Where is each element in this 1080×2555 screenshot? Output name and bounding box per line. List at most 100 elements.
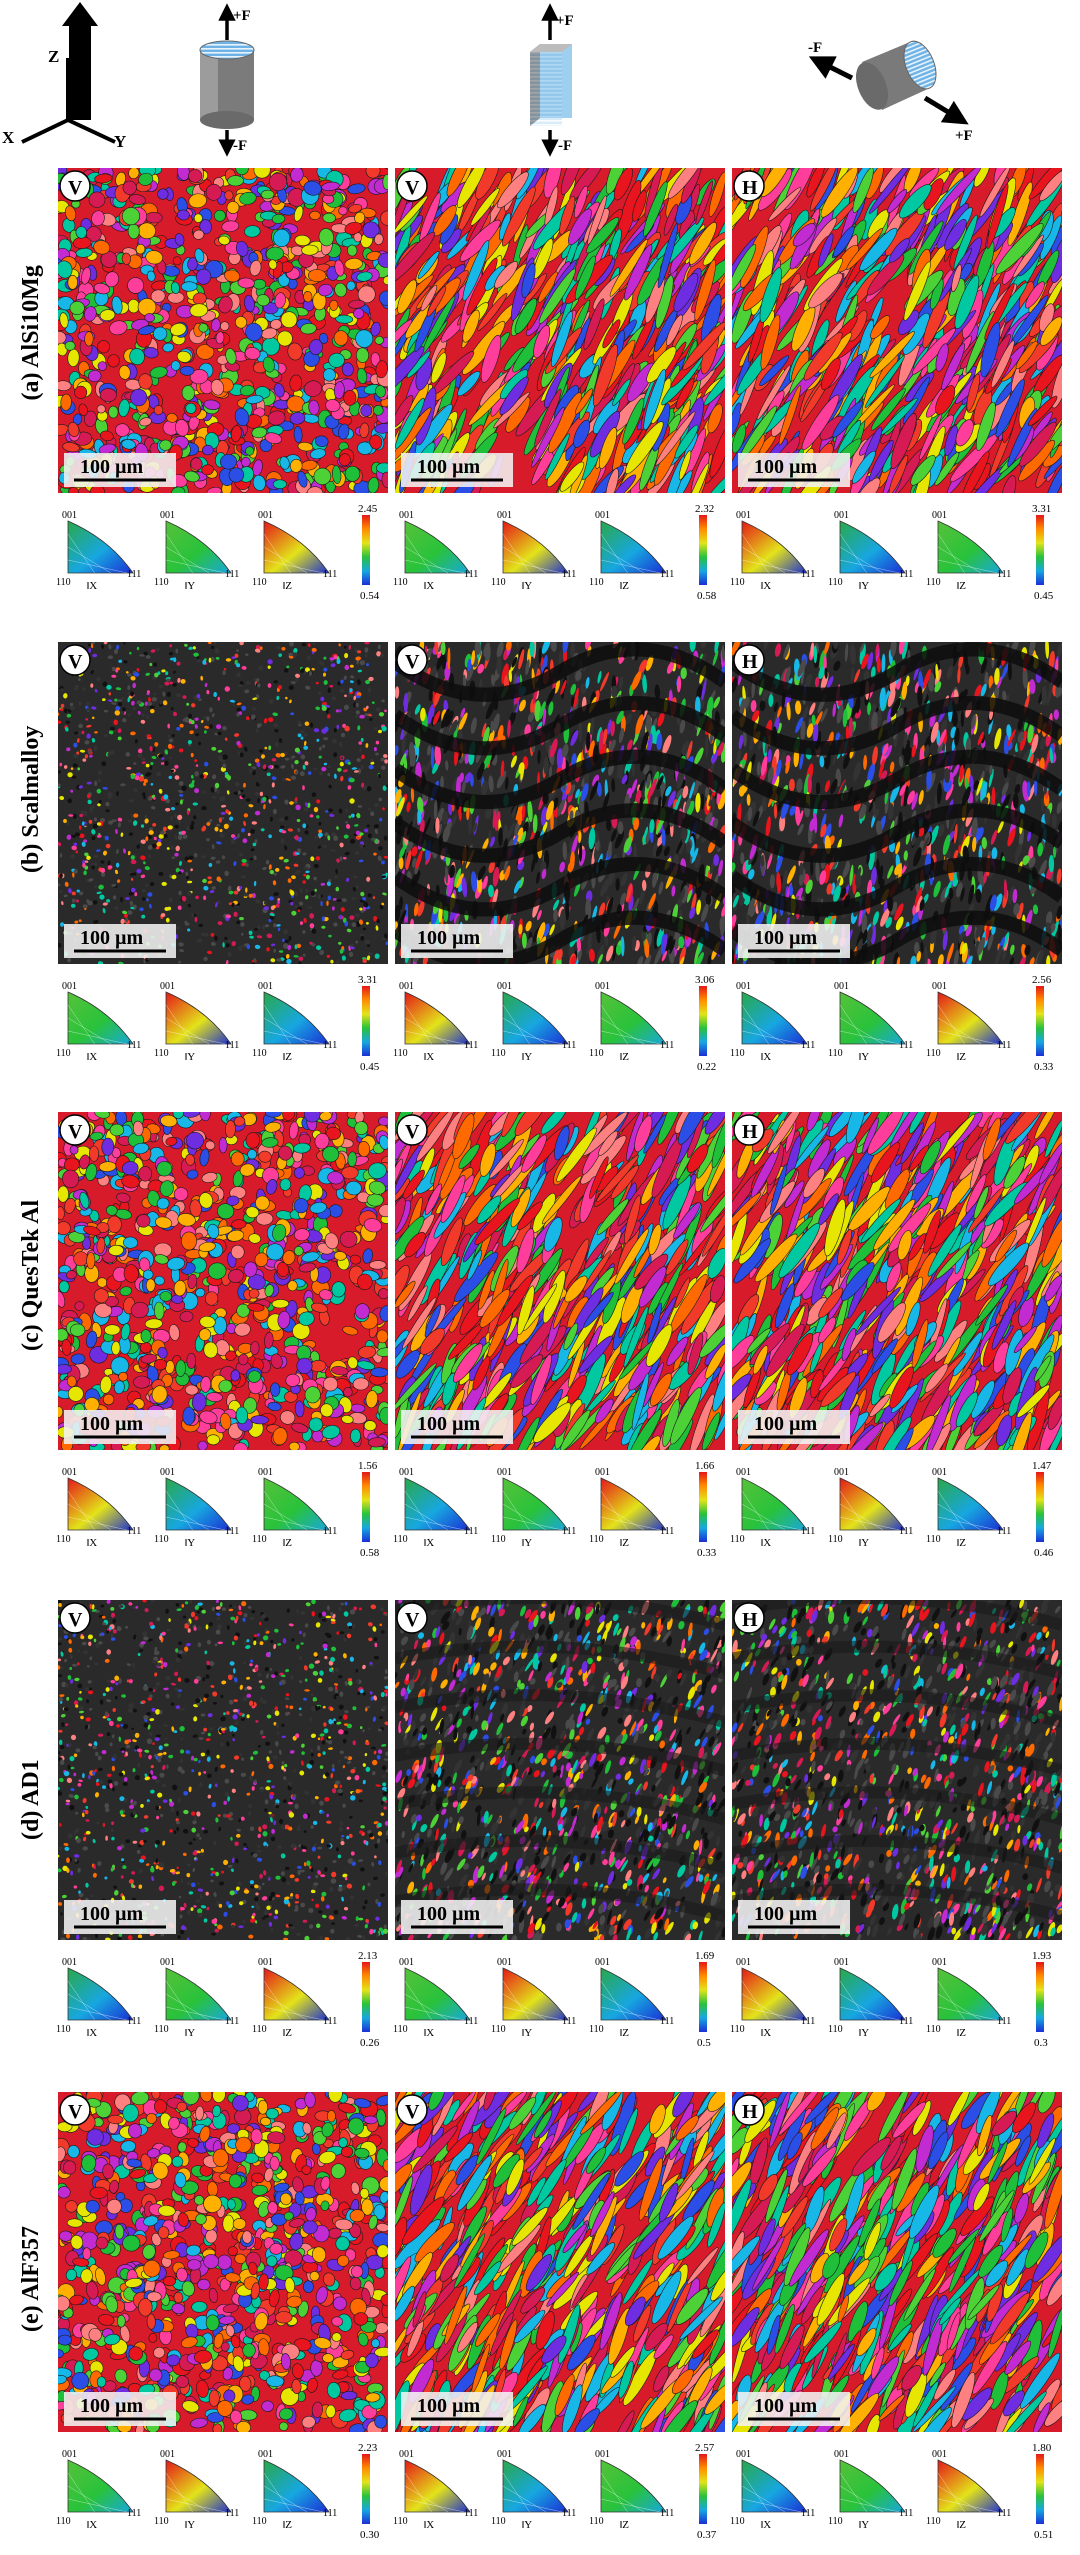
ipf-label-110: 110	[56, 2024, 71, 2035]
ipf-label-110: 110	[828, 1048, 843, 1059]
row-label: (b) Scalmalloy	[18, 726, 44, 873]
ipf-triangle	[741, 991, 808, 1045]
ipf-label-111: 111	[997, 569, 1011, 580]
scale-bar-label: 100 µm	[417, 1903, 481, 1925]
ipf-label-001: 001	[160, 1957, 175, 1968]
ipf-label-110: 110	[56, 577, 71, 588]
ipf-triangle	[404, 991, 471, 1045]
coordinate-axes-icon: Z X Y	[2, 47, 126, 151]
ipf-triangle	[600, 2459, 667, 2513]
ipf-label-001: 001	[399, 510, 414, 521]
ipf-direction-label: ‖Z	[282, 2027, 292, 2039]
ipf-label-001: 001	[399, 2449, 414, 2460]
material-row: (c) QuesTek Al V 100 µm 001 110 111 ‖X 001 110 11…	[18, 1112, 1062, 1559]
ipf-triangle	[404, 1967, 471, 2021]
ipf-label-001: 001	[160, 1467, 175, 1478]
ipf-triangle	[502, 2459, 569, 2513]
ipf-triangle	[839, 1967, 906, 2021]
orientation-tag-badge	[396, 2094, 428, 2126]
ipf-label-110: 110	[393, 577, 408, 588]
ipf-triangle	[165, 2459, 232, 2513]
ipf-label-111: 111	[899, 1526, 913, 1537]
ipf-direction-label: ‖X	[423, 580, 434, 592]
ipf-direction-label: ‖Z	[956, 2519, 966, 2531]
ipf-label-111: 111	[899, 569, 913, 580]
ipf-legend: 001 110 111 ‖X 001 110 111 ‖Y 001 110 111 ‖Z 2.56 0.3…	[730, 974, 1054, 1073]
ipf-direction-label: ‖X	[423, 1051, 434, 1063]
ipf-label-001: 001	[736, 510, 751, 521]
ipf-direction-label: ‖X	[760, 580, 771, 592]
ipf-label-001: 001	[932, 510, 947, 521]
ipf-direction-label: ‖Y	[521, 1051, 532, 1063]
ipf-label-001: 001	[834, 1467, 849, 1478]
ipf-label-001: 001	[497, 1467, 512, 1478]
row-label: (e) AlF357	[18, 2226, 44, 2332]
ipf-direction-label: ‖Z	[282, 1051, 292, 1063]
ipf-direction-label: ‖Z	[619, 2519, 629, 2531]
ipf-label-111: 111	[660, 569, 674, 580]
ebsd-panel: V 100 µm 001 110 111 ‖X 001 110 111 ‖Y 001 110 111 ‖Z…	[56, 2092, 388, 2541]
colorbar-max: 2.45	[358, 503, 378, 515]
orientation-tag: H	[742, 1121, 758, 1143]
ipf-label-110: 110	[56, 2516, 71, 2527]
ebsd-panel: V 100 µm 001 110 111 ‖X 001 110 111 ‖Y 001 110 111 ‖Z…	[393, 1112, 725, 1559]
ebsd-panel: H 100 µm 001 110 111 ‖X 001 110 111 ‖Y 001 110 111 ‖Z…	[730, 1600, 1062, 2049]
orientation-tag: H	[742, 1609, 758, 1631]
colorbar-min: 0.54	[360, 590, 380, 602]
ipf-label-111: 111	[323, 1526, 337, 1537]
colorbar-min: 0.46	[1034, 1547, 1054, 1559]
colorbar-min: 0.58	[360, 1547, 380, 1559]
orientation-tag: V	[405, 651, 420, 673]
ipf-direction-label: ‖Z	[282, 1537, 292, 1549]
ipf-direction-label: ‖Y	[858, 1051, 869, 1063]
scale-bar-label: 100 µm	[80, 2395, 144, 2417]
ipf-label-111: 111	[801, 2016, 815, 2027]
colorbar-min: 0.37	[697, 2529, 717, 2541]
ipf-legend: 001 110 111 ‖X 001 110 111 ‖Y 001 110 111 ‖Z 1.69 0.5	[393, 1950, 715, 2049]
ipf-label-001: 001	[736, 1957, 751, 1968]
ipf-triangle	[839, 991, 906, 1045]
ipf-label-110: 110	[491, 2516, 506, 2527]
ipf-label-001: 001	[595, 2449, 610, 2460]
ipf-label-111: 111	[562, 1040, 576, 1051]
scale-bar-label: 100 µm	[754, 456, 818, 478]
ebsd-panel: V 100 µm 001 110 111 ‖X 001 110 111 ‖Y 001 110 111 ‖Z…	[56, 1600, 388, 2049]
ipf-label-111: 111	[899, 1040, 913, 1051]
ipf-triangle	[404, 520, 471, 574]
ipf-direction-label: ‖Y	[184, 2519, 195, 2531]
ipf-label-001: 001	[497, 981, 512, 992]
ipf-label-110: 110	[589, 2024, 604, 2035]
scale-bar-label: 100 µm	[754, 1903, 818, 1925]
ebsd-panel: V 100 µm 001 110 111 ‖X 001 110 111 ‖Y 001 110 111 ‖Z…	[393, 642, 725, 1073]
ipf-label-001: 001	[258, 1957, 273, 1968]
colorbar-max: 1.47	[1032, 1460, 1052, 1472]
orientation-tag-badge	[733, 644, 765, 676]
scale-bar-label: 100 µm	[80, 456, 144, 478]
ipf-label-001: 001	[497, 1957, 512, 1968]
intensity-colorbar	[362, 2454, 370, 2524]
ipf-label-110: 110	[589, 1048, 604, 1059]
colorbar-max: 1.56	[358, 1460, 378, 1472]
ipf-label-001: 001	[834, 2449, 849, 2460]
ipf-direction-label: ‖Y	[521, 2519, 532, 2531]
ipf-legend: 001 110 111 ‖X 001 110 111 ‖Y 001 110 111 ‖Z 2.45 0.5…	[56, 503, 380, 602]
ipf-label-111: 111	[225, 2016, 239, 2027]
ipf-label-001: 001	[595, 1957, 610, 1968]
ipf-label-110: 110	[154, 2516, 169, 2527]
orientation-tag: V	[405, 1121, 420, 1143]
ipf-triangle	[937, 991, 1004, 1045]
ipf-label-110: 110	[252, 2516, 267, 2527]
orientation-tag: V	[68, 177, 83, 199]
orientation-tag: H	[742, 651, 758, 673]
ipf-direction-label: ‖X	[86, 1537, 97, 1549]
ipf-label-001: 001	[258, 981, 273, 992]
ipf-legend: 001 110 111 ‖X 001 110 111 ‖Y 001 110 111 ‖Z 3.31 0.4…	[730, 503, 1054, 602]
ipf-direction-label: ‖Y	[521, 580, 532, 592]
colorbar-min: 0.30	[360, 2529, 380, 2541]
ipf-label-001: 001	[62, 1467, 77, 1478]
ipf-label-110: 110	[252, 2024, 267, 2035]
ipf-direction-label: ‖Y	[521, 2027, 532, 2039]
ipf-legend: 001 110 111 ‖X 001 110 111 ‖Y 001 110 111 ‖Z 2.13 0.2…	[56, 1950, 380, 2049]
axis-z-label: Z	[48, 47, 59, 66]
colorbar-max: 3.31	[358, 974, 377, 986]
